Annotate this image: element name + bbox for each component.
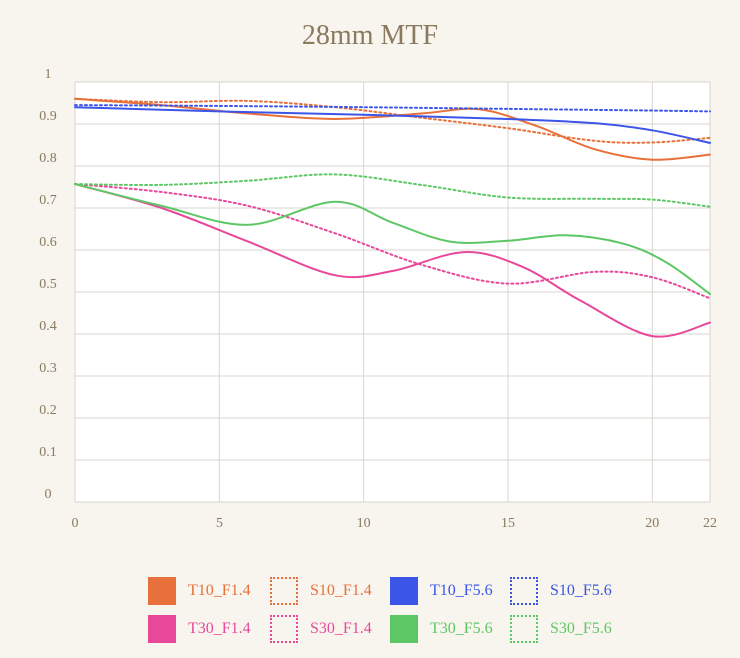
series-line-s10-f1-4 <box>74 97 711 144</box>
series-line-t10-f5-6 <box>74 106 711 144</box>
series-line-s30-f5-6 <box>74 173 711 208</box>
y-tick-label: 0.7 <box>39 193 57 208</box>
legend-item-s30-f1-4: S30_F1.4 <box>270 612 372 646</box>
legend-label: T30_F1.4 <box>188 620 251 637</box>
series-line-s30-f1-4 <box>74 183 711 300</box>
legend-item-t30-f5-6: T30_F5.6 <box>390 612 493 646</box>
y-tick-label: 0.3 <box>39 361 57 376</box>
y-tick-label: 0.8 <box>39 151 57 166</box>
legend-item-s30-f5-6: S30_F5.6 <box>510 612 612 646</box>
y-tick-label: 0.4 <box>39 319 57 334</box>
y-tick-label: 0.5 <box>39 277 57 292</box>
legend-label: T30_F5.6 <box>430 620 493 637</box>
legend-label: S10_F1.4 <box>310 582 372 599</box>
x-tick-label: 22 <box>703 516 717 531</box>
y-tick-label: 0.1 <box>39 445 57 460</box>
legend-item-s10-f1-4: S10_F1.4 <box>270 574 372 608</box>
legend-item-t10-f5-6: T10_F5.6 <box>390 574 493 608</box>
series-line-t10-f1-4 <box>74 97 711 161</box>
x-tick-label: 5 <box>216 516 223 531</box>
legend-swatch <box>390 577 418 605</box>
x-tick-label: 0 <box>72 516 79 531</box>
x-tick-label: 20 <box>645 516 659 531</box>
y-tick-label: 1 <box>45 67 52 82</box>
x-tick-label: 10 <box>357 516 371 531</box>
legend-swatch <box>148 615 176 643</box>
legend-swatch <box>148 577 176 605</box>
series-line-t30-f1-4 <box>74 183 711 338</box>
legend-swatch <box>390 615 418 643</box>
chart-title: 28mm MTF <box>301 20 439 51</box>
y-tick-label: 0.6 <box>39 235 57 250</box>
legend-label: T10_F1.4 <box>188 582 251 599</box>
legend-swatch <box>270 577 298 605</box>
x-tick-label: 15 <box>501 516 515 531</box>
legend-item-t10-f1-4: T10_F1.4 <box>148 574 251 608</box>
series-line-t30-f5-6 <box>74 183 711 296</box>
y-tick-label: 0.2 <box>39 403 57 418</box>
legend-item-t30-f1-4: T30_F1.4 <box>148 612 251 646</box>
legend-label: T10_F5.6 <box>430 582 493 599</box>
legend-item-s10-f5-6: S10_F5.6 <box>510 574 612 608</box>
legend-swatch <box>270 615 298 643</box>
y-tick-label: 0.9 <box>39 109 57 124</box>
legend-swatch <box>510 615 538 643</box>
legend-label: S10_F5.6 <box>550 582 612 599</box>
legend-label: S30_F5.6 <box>550 620 612 637</box>
legend-label: S30_F1.4 <box>310 620 372 637</box>
series-line-s10-f5-6 <box>74 104 711 113</box>
legend-swatch <box>510 577 538 605</box>
y-tick-label: 0 <box>45 487 52 502</box>
